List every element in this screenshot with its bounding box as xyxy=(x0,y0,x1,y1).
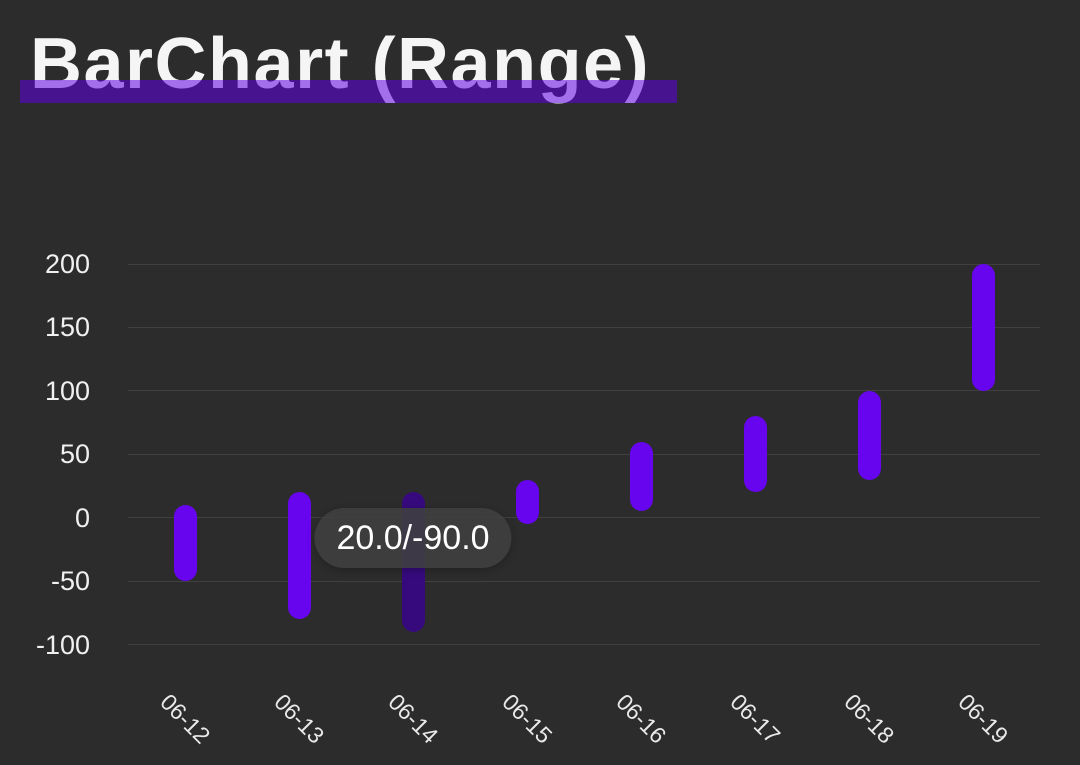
gridline-100 xyxy=(128,390,1040,392)
title-highlight-bar xyxy=(20,80,677,103)
y-axis-label-150: 150 xyxy=(44,312,90,343)
y-axis-label-50: 50 xyxy=(59,439,90,470)
gridline-200 xyxy=(128,263,1040,265)
gridline-50 xyxy=(128,453,1040,455)
x-axis-label-06-13: 06-13 xyxy=(269,688,330,749)
range-bar-06-13[interactable] xyxy=(287,492,311,620)
y-axis-label-200: 200 xyxy=(44,249,90,279)
y-axis-label-0: 0 xyxy=(74,502,90,533)
gridline--100 xyxy=(128,644,1040,645)
x-axis-label-06-16: 06-16 xyxy=(611,688,672,749)
tooltip: 20.0/-90.0 xyxy=(314,508,512,569)
range-bar-06-16[interactable] xyxy=(629,441,653,512)
x-axis-label-06-18: 06-18 xyxy=(839,688,900,749)
x-axis-label-06-19: 06-19 xyxy=(953,688,1014,749)
x-axis-label-06-12: 06-12 xyxy=(155,688,216,749)
x-axis-label-06-17: 06-17 xyxy=(725,688,786,749)
range-bar-06-18[interactable] xyxy=(857,390,881,480)
x-axis-label-06-15: 06-15 xyxy=(497,688,558,749)
y-axis-label--50: -50 xyxy=(50,566,90,597)
y-axis-label--100: -100 xyxy=(35,629,90,660)
gridline-150 xyxy=(128,326,1040,328)
gridline--50 xyxy=(128,580,1040,582)
y-axis-label-100: 100 xyxy=(44,375,90,406)
range-bar-06-15[interactable] xyxy=(515,479,539,524)
x-axis-label-06-14: 06-14 xyxy=(383,688,444,749)
gridline-0 xyxy=(128,517,1040,519)
range-bar-06-17[interactable] xyxy=(743,416,767,493)
range-bar-06-12[interactable] xyxy=(173,504,197,582)
range-bar-06-19[interactable] xyxy=(971,264,995,391)
